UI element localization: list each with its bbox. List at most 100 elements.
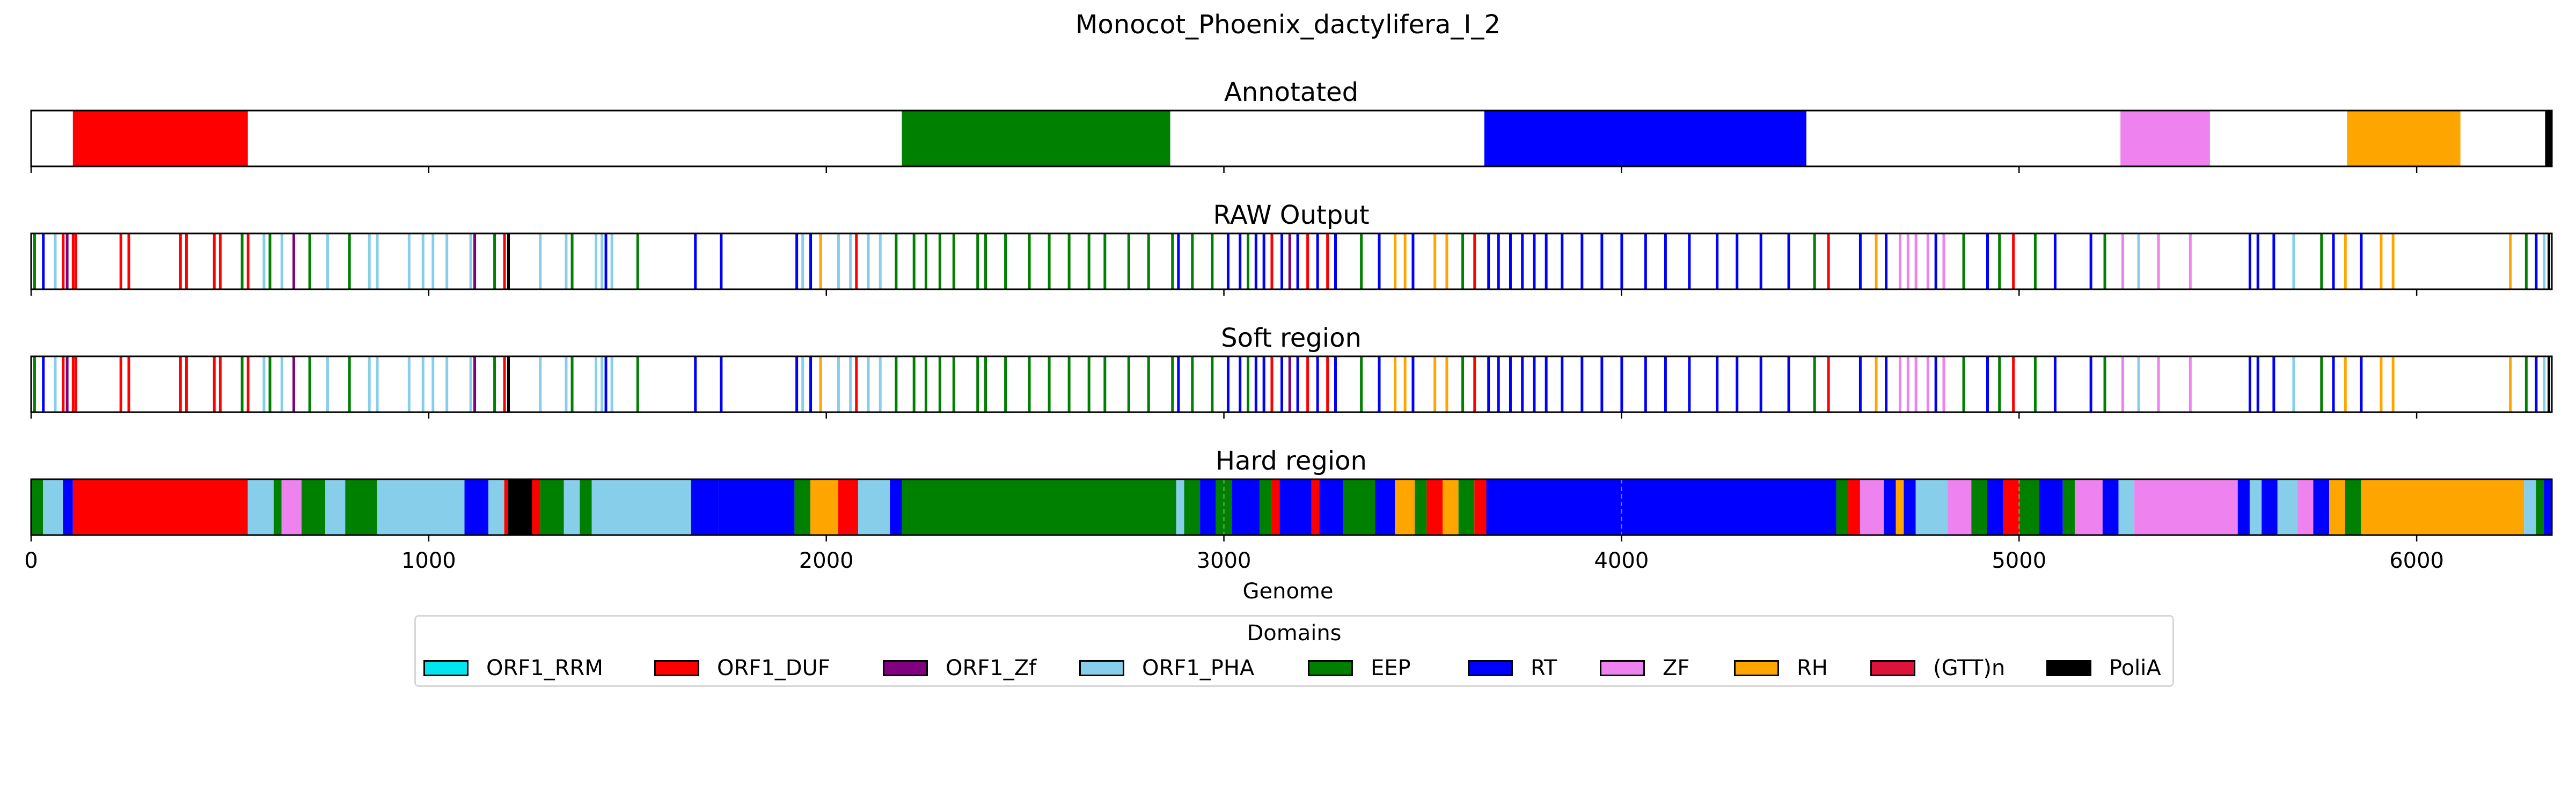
segment-eep — [2536, 479, 2544, 535]
segment-rt — [1200, 479, 1216, 535]
mark-rt — [1487, 233, 1490, 289]
mark-rt — [1280, 356, 1283, 412]
mark-orf1-duf — [119, 356, 122, 412]
mark-orf1-duf — [71, 233, 75, 289]
mark-eep — [1813, 233, 1816, 289]
mark-eep — [1247, 233, 1250, 289]
segment-eep — [1260, 479, 1272, 535]
mark-rt — [1497, 233, 1500, 289]
mark-orf1-pha — [2137, 356, 2140, 412]
x-tick-label: 3000 — [1197, 548, 1252, 573]
mark-orf1-pha — [421, 356, 425, 412]
legend-swatch — [1600, 660, 1645, 676]
mark-rt — [720, 233, 723, 289]
panel-title: RAW Output — [1213, 200, 1369, 230]
mark-rh — [1403, 356, 1407, 412]
legend-label: RH — [1797, 656, 1828, 680]
mark-eep — [2033, 356, 2037, 412]
mark-rt — [1521, 356, 1524, 412]
segment-eep — [1971, 479, 1987, 535]
mark-orf1-duf — [855, 356, 858, 412]
mark-orf1-pha — [837, 233, 840, 289]
mark-rt — [2089, 356, 2092, 412]
segment-rh — [1395, 479, 1415, 535]
mark-rt — [2535, 233, 2538, 289]
mark-eep — [1067, 356, 1071, 412]
mark-rt — [2332, 233, 2335, 289]
mark-eep — [1103, 233, 1107, 289]
segment-orf1-pha — [1915, 479, 1948, 535]
segment-rt — [1484, 111, 1806, 166]
mark-orf1-duf — [74, 356, 77, 412]
mark-orf1-duf — [218, 356, 222, 412]
mark-rt — [2089, 233, 2092, 289]
x-tick-label: 5000 — [1992, 548, 2046, 573]
mark-orf1-pha — [867, 356, 870, 412]
segment-eep — [273, 479, 282, 535]
mark-orf1-pha — [407, 356, 411, 412]
segment-rt — [1279, 479, 1312, 535]
mark-rt — [1521, 233, 1524, 289]
mark-rt — [694, 356, 697, 412]
segment-zf — [2074, 479, 2103, 535]
mark-orf1-pha — [2543, 356, 2546, 412]
segment-rt — [63, 479, 73, 535]
mark-rt — [1177, 233, 1180, 289]
mark-eep — [636, 233, 639, 289]
mark-orf1-pha — [565, 233, 568, 289]
segment-eep — [1836, 479, 1848, 535]
mark-rt — [1177, 356, 1180, 412]
segment-rt — [1375, 479, 1395, 535]
mark-eep — [976, 356, 979, 412]
mark-orf1-pha — [431, 356, 435, 412]
legend-label: EEP — [1371, 656, 1411, 680]
mark-rh — [2344, 233, 2347, 289]
mark-rt — [1934, 233, 1937, 289]
segment-rt — [1904, 479, 1916, 535]
mark-orf1-zf — [292, 233, 295, 289]
mark-orf1-pha — [54, 356, 57, 412]
mark-rh — [2391, 233, 2395, 289]
segment-eep — [580, 479, 592, 535]
mark-eep — [1191, 233, 1194, 289]
mark-orf1-duf — [1270, 356, 1274, 412]
segment-rt — [2262, 479, 2278, 535]
segment-rt — [1486, 479, 1836, 535]
mark-eep — [1171, 233, 1174, 289]
mark-eep — [308, 356, 311, 412]
mark-orf1-duf — [1827, 356, 1830, 412]
mark-orf1-pha — [801, 356, 804, 412]
mark-eep — [1962, 356, 1965, 412]
mark-orf1-duf — [1270, 233, 1274, 289]
mark-rh — [819, 233, 822, 289]
mark-rt — [795, 233, 799, 289]
mark-rt — [1858, 356, 1862, 412]
mark-orf1-pha — [849, 233, 852, 289]
mark-rt — [1600, 356, 1604, 412]
mark-rt — [1716, 233, 1719, 289]
mark-rh — [1875, 233, 1878, 289]
mark-rt — [1885, 233, 1888, 289]
mark-eep — [924, 356, 927, 412]
legend-swatch — [883, 660, 928, 676]
legend: Domains ORF1_RRM ORF1_DUF ORF1_Zf ORF1_PHA E… — [414, 615, 2174, 687]
mark-rt — [1986, 356, 1989, 412]
segment-eep — [902, 479, 1176, 535]
segment-orf1-pha — [2118, 479, 2135, 535]
mark-eep — [1127, 233, 1130, 289]
mark-rt — [1411, 356, 1415, 412]
legend-label: ORF1_DUF — [717, 656, 830, 680]
mark-rt — [1986, 233, 1989, 289]
mark-orf1-pha — [326, 233, 329, 289]
legend-swatch — [1870, 660, 1915, 676]
mark-rt — [1620, 233, 1623, 289]
segment-polia — [508, 479, 532, 535]
segment-eep — [1343, 479, 1375, 535]
mark-rt — [1716, 356, 1719, 412]
mark-eep — [2320, 356, 2323, 412]
mark-eep — [348, 356, 351, 412]
mark-rt — [1664, 356, 1667, 412]
x-tick-label: 4000 — [1594, 548, 1649, 573]
mark-rt — [1254, 356, 1257, 412]
legend-swatch — [1734, 660, 1779, 676]
